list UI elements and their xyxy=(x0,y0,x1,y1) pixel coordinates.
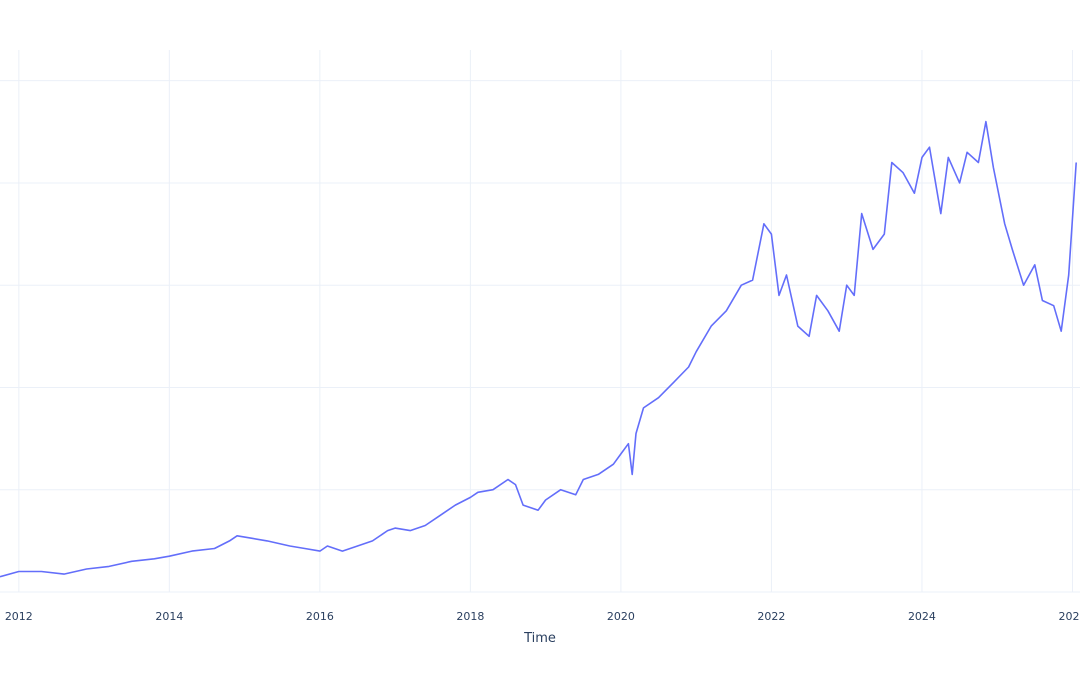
x-tick-label-4: 2020 xyxy=(607,610,635,623)
x-tick-label-3: 2018 xyxy=(456,610,484,623)
x-tick-label-0: 2012 xyxy=(5,610,33,623)
series-line-0 xyxy=(0,120,1077,578)
x-tick-label-6: 2024 xyxy=(908,610,936,623)
y-gridlines xyxy=(0,80,1080,593)
x-tick-label-2: 2016 xyxy=(306,610,334,623)
x-tick-label-7: 2026 xyxy=(1058,610,1080,623)
x-gridlines xyxy=(18,50,1073,592)
x-tick-label-1: 2014 xyxy=(155,610,183,623)
x-tick-labels: 2012 2014 2016 2018 2020 2022 2024 2026 xyxy=(5,610,1080,623)
series-layer xyxy=(0,120,1077,578)
x-axis-title: Time xyxy=(523,631,556,646)
x-tick-label-5: 2022 xyxy=(757,610,785,623)
